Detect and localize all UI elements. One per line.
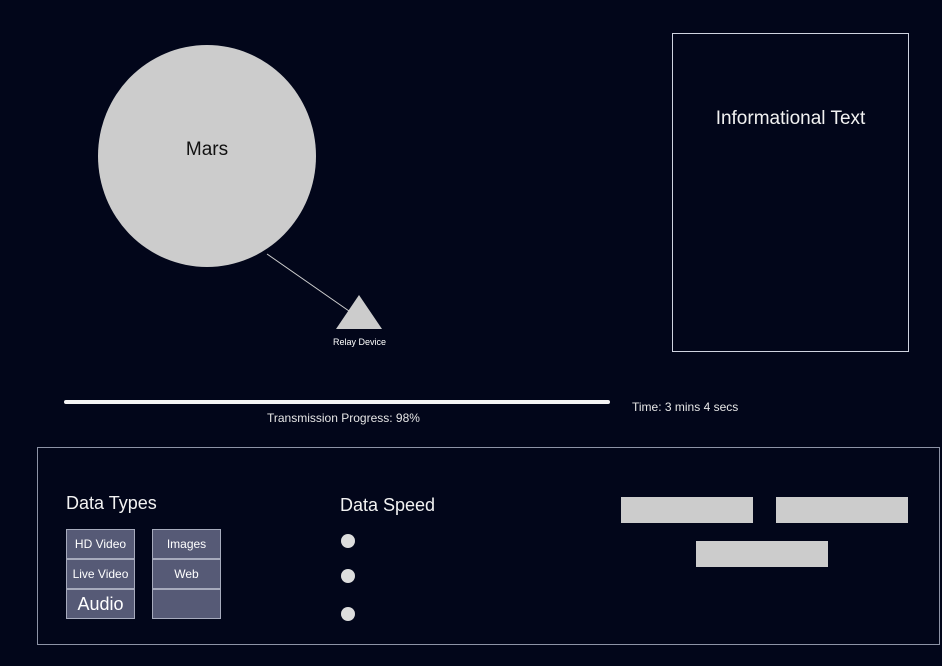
data-type-hd-video-button[interactable]: HD Video [66, 529, 135, 559]
relay-device-icon[interactable] [336, 295, 382, 329]
speed-option-2-radio[interactable] [341, 569, 355, 583]
data-type-audio-button[interactable]: Audio [66, 589, 135, 619]
informational-text-panel: Informational Text [672, 33, 909, 352]
transmission-progress-fill [64, 400, 610, 404]
data-speed-heading: Data Speed [340, 495, 436, 515]
data-types-column-left: HD Video Live Video Audio [66, 529, 135, 619]
action-button-2[interactable] [776, 497, 908, 523]
planet-label: Mars [185, 139, 229, 160]
data-type-live-video-button[interactable]: Live Video [66, 559, 135, 589]
speed-option-1-radio[interactable] [341, 534, 355, 548]
mars-planet[interactable]: Mars [98, 45, 316, 267]
transmission-progress-label: Transmission Progress: 98% [267, 411, 420, 425]
data-types-column-right: Images Web [152, 529, 221, 619]
action-button-1[interactable] [621, 497, 753, 523]
data-type-web-button[interactable]: Web [152, 559, 221, 589]
data-type-empty-button[interactable] [152, 589, 221, 619]
relay-device-label: Relay Device [333, 337, 387, 347]
transmission-progress-bar [64, 400, 621, 404]
action-button-3[interactable] [696, 541, 828, 567]
speed-option-3-radio[interactable] [341, 607, 355, 621]
data-control-panel: Data Types HD Video Live Video Audio Ima… [37, 447, 940, 645]
transmission-time-label: Time: 3 mins 4 secs [632, 400, 739, 414]
info-panel-title: Informational Text [715, 108, 866, 129]
data-type-images-button[interactable]: Images [152, 529, 221, 559]
data-types-heading: Data Types [66, 493, 157, 513]
